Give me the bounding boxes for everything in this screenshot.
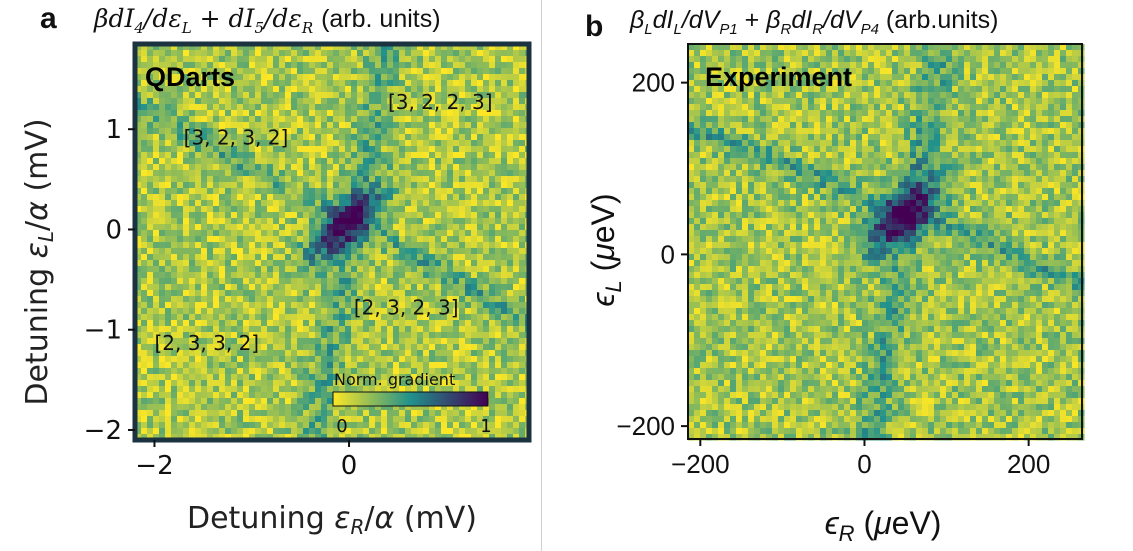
x-axis-label-b: ϵR (μeV) bbox=[825, 505, 942, 546]
title-b: βLdIL/dVP1 + βRdIR/dVP4 (arb.units) bbox=[630, 6, 999, 38]
y-tick-label: 0 bbox=[661, 239, 675, 269]
colorbar-min: 0 bbox=[336, 416, 347, 437]
annotations-a: [3, 2, 2, 3] [3, 2, 3, 2] [2, 3, 2, 3] [2, … bbox=[154, 90, 492, 355]
panel-divider bbox=[541, 0, 542, 551]
x-tick-label: 0 bbox=[857, 449, 871, 479]
y-tick-label: 200 bbox=[632, 68, 675, 98]
x-axis-label-a: Detuning εR/α (mV) bbox=[187, 501, 477, 539]
y-tick-label: 1 bbox=[105, 115, 122, 145]
y-tick-label: −2 bbox=[84, 416, 122, 446]
y-tick-label: 0 bbox=[105, 215, 122, 245]
y-axis-label-a: Detuning εL/α (mV) bbox=[20, 118, 58, 405]
plot-frame-b bbox=[687, 43, 1083, 440]
colorbar-max: 1 bbox=[480, 416, 491, 437]
panel-letter-b: b bbox=[585, 10, 604, 43]
plot-frame-a bbox=[132, 41, 532, 443]
x-tick-label: −200 bbox=[671, 449, 730, 479]
panel-b: Experiment −200 0 200 200 0 −200 ϵR (μeV) ϵL … bbox=[585, 43, 1085, 546]
heatmap-b bbox=[688, 44, 1085, 441]
panel-a: QDarts [3, 2, 2, 3] [3, 2, 3, 2] [2, 3, 2,… bbox=[20, 41, 532, 539]
state-annotation: [2, 3, 3, 2] bbox=[154, 331, 259, 355]
inset-label-a: QDarts bbox=[145, 62, 235, 92]
colorbar-label: Norm. gradient bbox=[334, 370, 455, 389]
title-a: βdI4/dεL + dI5/dεR (arb. units) bbox=[94, 4, 441, 37]
x-tick-label: 200 bbox=[1007, 449, 1050, 479]
y-tick-label: −1 bbox=[84, 316, 122, 346]
state-annotation: [3, 2, 2, 3] bbox=[388, 90, 493, 114]
panel-letter-a: a bbox=[40, 2, 57, 35]
y-axis-label-b: ϵL (μeV) bbox=[585, 193, 626, 306]
heatmap-a bbox=[135, 44, 532, 441]
state-annotation: [3, 2, 3, 2] bbox=[184, 125, 289, 149]
y-tick-label: −200 bbox=[616, 411, 675, 441]
x-tick-label: −2 bbox=[135, 451, 173, 481]
inset-label-b: Experiment bbox=[705, 62, 852, 92]
colorbar-gradient bbox=[332, 391, 489, 407]
colorbar: Norm. gradient 0 1 bbox=[332, 370, 492, 437]
title-b-unit: (arb.units) bbox=[885, 6, 999, 34]
ticks-b: −200 0 200 200 0 −200 bbox=[616, 68, 1050, 479]
x-tick-label: 0 bbox=[341, 451, 358, 481]
ticks-a: −2 0 1 0 −1 −2 bbox=[84, 115, 358, 481]
state-annotation: [2, 3, 2, 3] bbox=[354, 296, 459, 320]
title-a-unit: (arb. units) bbox=[321, 5, 441, 33]
